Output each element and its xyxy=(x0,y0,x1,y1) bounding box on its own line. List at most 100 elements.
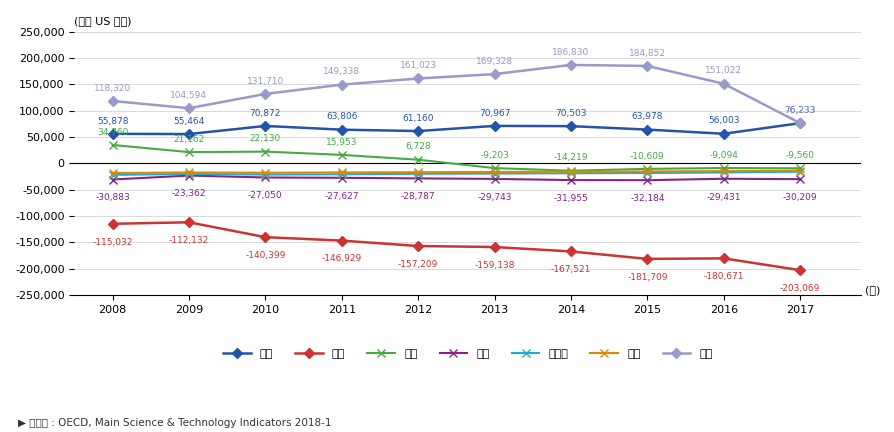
미국 xyxy=(107,221,118,226)
Text: 70,872: 70,872 xyxy=(249,108,281,118)
중국 xyxy=(336,82,347,87)
Text: 15,953: 15,953 xyxy=(325,137,357,146)
프랑스 xyxy=(718,170,729,175)
Text: 104,594: 104,594 xyxy=(170,91,207,100)
중국 xyxy=(565,62,576,67)
한국 xyxy=(336,127,347,132)
독일 xyxy=(259,175,270,180)
Text: -146,929: -146,929 xyxy=(321,254,361,264)
Text: -181,709: -181,709 xyxy=(627,273,667,282)
일본 xyxy=(794,166,805,171)
영국 xyxy=(565,169,576,174)
프랑스 xyxy=(107,172,118,178)
독일 xyxy=(412,176,423,181)
Text: (백만 US 달러): (백만 US 달러) xyxy=(74,16,131,26)
Text: -14,219: -14,219 xyxy=(553,153,587,162)
독일 xyxy=(794,177,805,182)
Text: 21,162: 21,162 xyxy=(173,135,205,144)
독일 xyxy=(718,176,729,181)
독일 xyxy=(641,178,652,183)
한국 xyxy=(259,124,270,129)
Text: 118,320: 118,320 xyxy=(94,84,131,92)
영국 xyxy=(412,170,423,175)
영국 xyxy=(718,168,729,174)
Text: -159,138: -159,138 xyxy=(474,261,514,270)
Line: 프랑스: 프랑스 xyxy=(108,168,804,179)
미국 xyxy=(183,220,194,225)
미국 xyxy=(641,256,652,261)
Text: -157,209: -157,209 xyxy=(398,260,438,269)
한국 xyxy=(183,131,194,137)
Text: 55,464: 55,464 xyxy=(173,117,205,126)
한국 xyxy=(107,131,118,137)
일본 xyxy=(641,166,652,172)
한국 xyxy=(412,128,423,133)
프랑스 xyxy=(565,171,576,176)
Text: 151,022: 151,022 xyxy=(704,67,741,76)
Text: -30,883: -30,883 xyxy=(95,194,130,203)
독일 xyxy=(565,178,576,183)
Line: 영국: 영국 xyxy=(108,166,804,177)
Text: -32,184: -32,184 xyxy=(629,194,664,203)
미국 xyxy=(259,235,270,240)
Text: 6,728: 6,728 xyxy=(405,143,431,151)
중국 xyxy=(412,76,423,81)
Text: 70,967: 70,967 xyxy=(478,108,510,118)
Text: -203,069: -203,069 xyxy=(779,284,820,293)
Text: -31,955: -31,955 xyxy=(553,194,587,203)
영국 xyxy=(489,169,500,175)
Text: -115,032: -115,032 xyxy=(92,238,132,247)
Text: 55,878: 55,878 xyxy=(97,117,128,126)
Line: 중국: 중국 xyxy=(109,61,803,127)
Text: 76,233: 76,233 xyxy=(783,106,815,115)
일본 xyxy=(412,157,423,162)
한국 xyxy=(565,124,576,129)
미국 xyxy=(489,245,500,250)
Text: 63,806: 63,806 xyxy=(325,112,357,121)
영국 xyxy=(641,169,652,174)
영국 xyxy=(794,168,805,173)
미국 xyxy=(565,249,576,254)
Text: 184,852: 184,852 xyxy=(628,49,665,57)
Text: 22,130: 22,130 xyxy=(249,134,281,143)
Text: -112,132: -112,132 xyxy=(169,236,209,245)
한국 xyxy=(794,121,805,126)
Text: -9,203: -9,203 xyxy=(479,151,509,160)
프랑스 xyxy=(794,169,805,174)
영국 xyxy=(107,170,118,175)
Text: 63,978: 63,978 xyxy=(631,112,662,121)
중국 xyxy=(718,81,729,86)
프랑스 xyxy=(489,171,500,176)
Text: 34,760: 34,760 xyxy=(97,127,128,137)
한국 xyxy=(718,131,729,137)
미국 xyxy=(794,267,805,273)
Text: 131,710: 131,710 xyxy=(247,76,283,86)
일본 xyxy=(565,168,576,173)
Text: -27,627: -27,627 xyxy=(325,192,358,201)
Text: 186,830: 186,830 xyxy=(552,48,589,57)
프랑스 xyxy=(336,172,347,177)
Text: -30,209: -30,209 xyxy=(782,193,816,202)
Text: 161,023: 161,023 xyxy=(399,61,436,70)
Text: -167,521: -167,521 xyxy=(550,265,590,274)
프랑스 xyxy=(412,171,423,176)
중국 xyxy=(794,121,805,126)
중국 xyxy=(183,105,194,111)
독일 xyxy=(107,177,118,182)
Text: 61,160: 61,160 xyxy=(402,114,434,123)
Text: -29,743: -29,743 xyxy=(477,193,511,202)
프랑스 xyxy=(641,170,652,175)
Text: 70,503: 70,503 xyxy=(554,109,586,118)
Text: 149,338: 149,338 xyxy=(323,67,360,76)
프랑스 xyxy=(183,172,194,177)
미국 xyxy=(336,238,347,243)
일본 xyxy=(336,152,347,157)
한국 xyxy=(489,123,500,128)
중국 xyxy=(641,64,652,69)
영국 xyxy=(183,170,194,175)
미국 xyxy=(412,243,423,248)
Text: -9,094: -9,094 xyxy=(709,151,738,160)
Line: 독일: 독일 xyxy=(108,172,804,184)
Text: -27,050: -27,050 xyxy=(248,191,283,200)
영국 xyxy=(336,170,347,175)
